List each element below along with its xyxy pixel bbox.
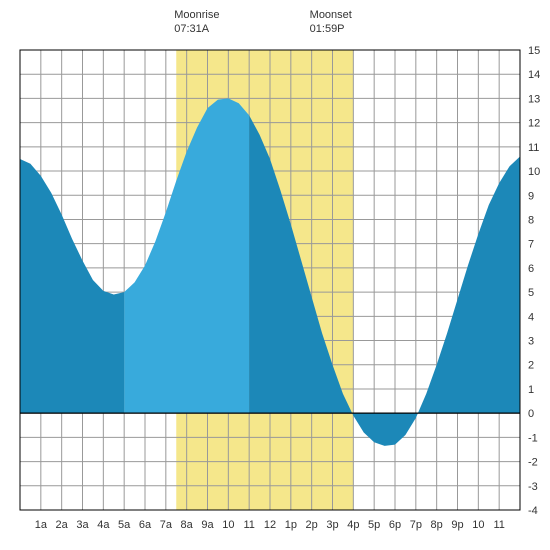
y-tick-label: -3 — [528, 481, 538, 493]
y-tick-label: 10 — [528, 166, 540, 178]
x-tick-label: 5a — [118, 519, 131, 531]
y-tick-label: 6 — [528, 263, 534, 275]
y-tick-label: 8 — [528, 214, 534, 226]
y-tick-label: 15 — [528, 45, 540, 57]
y-tick-label: 0 — [528, 408, 534, 420]
y-tick-label: 3 — [528, 336, 534, 348]
x-tick-label: 9a — [201, 519, 214, 531]
y-tick-label: -2 — [528, 457, 538, 469]
x-tick-label: 11 — [493, 519, 504, 531]
x-tick-label: 1a — [35, 519, 48, 531]
x-tick-label: 1p — [285, 519, 297, 531]
tide-chart: 1a2a3a4a5a6a7a8a9a1011121p2p3p4p5p6p7p8p… — [0, 0, 550, 550]
y-tick-label: 9 — [528, 190, 534, 202]
x-tick-label: 3a — [76, 519, 89, 531]
y-tick-label: 13 — [528, 93, 540, 105]
x-tick-label: 10 — [472, 519, 484, 531]
x-tick-label: 4a — [97, 519, 110, 531]
x-tick-label: 5p — [368, 519, 380, 531]
annotation-time: 07:31A — [174, 22, 219, 36]
x-tick-label: 7a — [160, 519, 173, 531]
x-tick-label: 4p — [347, 519, 359, 531]
x-tick-label: 2a — [56, 519, 69, 531]
y-tick-label: -4 — [528, 505, 538, 517]
chart-svg: 1a2a3a4a5a6a7a8a9a1011121p2p3p4p5p6p7p8p… — [0, 0, 550, 550]
x-tick-label: 11 — [243, 519, 254, 531]
annotation-moonset: Moonset01:59P — [310, 8, 352, 37]
x-tick-label: 8p — [431, 519, 443, 531]
annotation-label: Moonset — [310, 8, 352, 22]
x-tick-label: 8a — [181, 519, 194, 531]
y-tick-label: 5 — [528, 287, 534, 299]
y-tick-label: -1 — [528, 432, 538, 444]
y-tick-label: 2 — [528, 360, 534, 372]
x-tick-label: 7p — [410, 519, 422, 531]
annotation-time: 01:59P — [310, 22, 352, 36]
x-tick-label: 6a — [139, 519, 152, 531]
x-tick-label: 6p — [389, 519, 401, 531]
x-tick-label: 12 — [264, 519, 276, 531]
x-tick-label: 3p — [326, 519, 338, 531]
x-tick-label: 10 — [222, 519, 234, 531]
y-tick-label: 1 — [528, 384, 534, 396]
annotation-label: Moonrise — [174, 8, 219, 22]
y-tick-label: 7 — [528, 239, 534, 251]
y-tick-label: 11 — [528, 142, 539, 154]
y-tick-label: 12 — [528, 118, 540, 130]
y-tick-label: 4 — [528, 311, 534, 323]
x-tick-label: 2p — [306, 519, 318, 531]
y-tick-label: 14 — [528, 69, 540, 81]
annotation-moonrise: Moonrise07:31A — [174, 8, 219, 37]
x-tick-label: 9p — [451, 519, 463, 531]
